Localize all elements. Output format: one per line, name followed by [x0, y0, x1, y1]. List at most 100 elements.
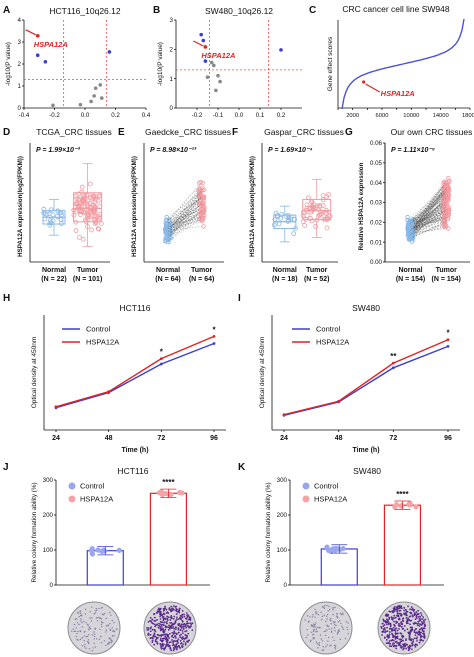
series-line [283, 345, 449, 416]
colony-dot [422, 630, 425, 633]
colony-dot [326, 604, 328, 607]
colony-dot [100, 641, 103, 644]
data-point [199, 32, 203, 37]
colony-dot [314, 608, 316, 611]
colony-dot [404, 608, 407, 611]
data-point [406, 226, 412, 231]
colony-dot [93, 642, 95, 645]
data-point [159, 362, 163, 366]
data-point [446, 175, 451, 181]
data-point [201, 224, 206, 229]
x-tick-label: (N = 154) [432, 276, 461, 283]
colony-dot [90, 617, 93, 619]
data-point [443, 215, 448, 220]
colony-dot [396, 636, 399, 639]
colony-dot [421, 618, 424, 620]
x-tick-label: 0.1 [256, 112, 265, 119]
colony-dot [175, 648, 178, 651]
data-point [444, 190, 450, 195]
data-point [90, 196, 96, 202]
colony-dot [107, 625, 110, 627]
y-tick-label: 2 [18, 61, 22, 68]
colony-dot [394, 632, 397, 634]
colony-dot [79, 630, 81, 632]
colony-dot [160, 624, 163, 626]
colony-dot [416, 639, 418, 642]
colony-dot [332, 621, 335, 623]
panel-letter: F [232, 127, 238, 138]
colony-dot [115, 628, 118, 630]
colony-dot [163, 621, 166, 624]
pair-line [410, 203, 447, 231]
data-point [91, 206, 97, 212]
colony-dot [388, 618, 391, 620]
pair-line [410, 183, 447, 221]
colony-dot [165, 626, 168, 628]
colony-dot [100, 621, 103, 623]
colony-dot [186, 615, 189, 618]
colony-dot [312, 623, 315, 625]
colony-plate-image [377, 601, 431, 655]
colony-dot [185, 626, 188, 629]
pair-line [410, 222, 447, 238]
colony-dot [85, 635, 88, 638]
pair-line [410, 191, 447, 225]
pair-line [410, 211, 447, 234]
colony-dot [183, 615, 186, 618]
colony-dot [388, 610, 391, 613]
colony-dot [347, 633, 349, 635]
colony-dot [187, 614, 190, 616]
colony-dot [181, 632, 184, 634]
colony-dot [169, 622, 172, 624]
colony-dot [335, 624, 337, 627]
colony-dot [169, 625, 172, 628]
y-tick-label: 2 [170, 47, 174, 54]
pair-line [167, 221, 202, 237]
colony-dot [111, 635, 114, 637]
colony-dot [109, 623, 111, 625]
bar [383, 504, 422, 586]
x-tick-label: 0.4 [142, 112, 151, 119]
colony-dot [314, 626, 316, 628]
colony-dot [181, 625, 183, 628]
colony-dot [385, 639, 388, 641]
colony-dot [326, 629, 328, 631]
pair-line [410, 214, 447, 233]
data-point [309, 218, 315, 224]
data-point [318, 209, 323, 215]
colony-dot [170, 649, 173, 652]
colony-dot [312, 630, 315, 632]
colony-dot [322, 646, 324, 648]
colony-dot [311, 625, 313, 628]
colony-dot [76, 638, 78, 641]
colony-dot [156, 642, 159, 645]
colony-dot [382, 630, 385, 633]
colony-dot [323, 649, 325, 651]
colony-dot [88, 648, 91, 650]
colony-dot [150, 636, 153, 639]
colony-dot [176, 633, 178, 636]
colony-dot [108, 637, 111, 639]
colony-dot [319, 627, 321, 629]
data-point [167, 221, 172, 226]
colony-dot [167, 634, 169, 636]
data-point [51, 103, 55, 108]
colony-dot [184, 642, 187, 645]
colony-dot [75, 627, 77, 629]
data-point [75, 203, 81, 208]
colony-dot [72, 628, 74, 630]
pair-line [410, 209, 447, 236]
colony-dot [318, 641, 320, 644]
colony-plate-image [299, 601, 353, 655]
colony-dot [381, 634, 384, 636]
colony-dot [389, 622, 392, 625]
bar [149, 492, 188, 586]
data-point [76, 197, 82, 203]
pair-line [167, 218, 202, 225]
colony-dot [159, 628, 162, 630]
colony-dot [395, 620, 398, 623]
colony-dot [395, 640, 398, 643]
colony-dot [423, 632, 425, 635]
pair-line [410, 188, 447, 236]
colony-dot [387, 641, 390, 644]
